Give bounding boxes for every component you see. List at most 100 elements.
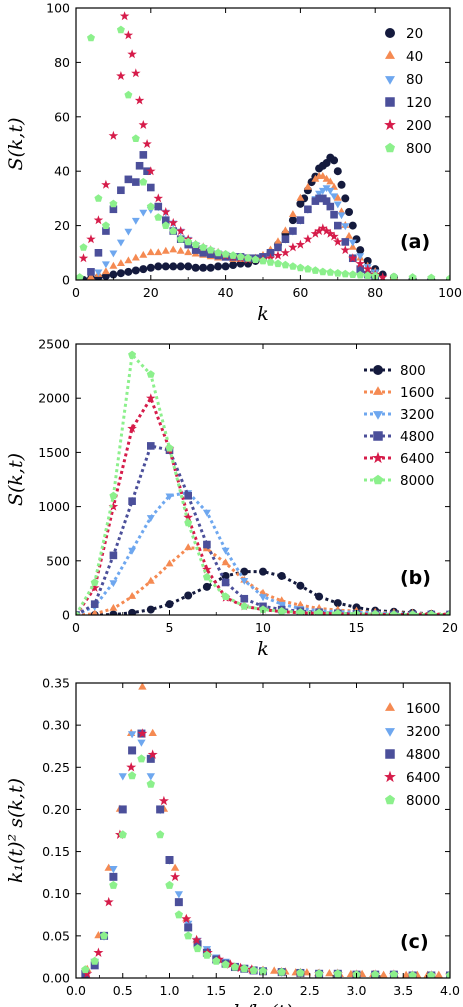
data-point bbox=[131, 68, 141, 78]
y-tick-label: 60 bbox=[54, 109, 70, 124]
data-point bbox=[109, 872, 118, 881]
legend-label: 1600 bbox=[406, 701, 440, 717]
data-point bbox=[169, 226, 178, 235]
data-point bbox=[128, 746, 137, 755]
data-point bbox=[146, 393, 156, 403]
data-point bbox=[165, 443, 174, 452]
data-point bbox=[363, 264, 373, 274]
data-point bbox=[143, 167, 151, 175]
data-point bbox=[102, 227, 110, 235]
data-point bbox=[333, 167, 342, 176]
y-tick-label: 0.25 bbox=[42, 760, 70, 775]
data-point bbox=[229, 261, 238, 270]
data-point bbox=[288, 242, 298, 252]
data-point bbox=[128, 608, 137, 615]
data-point bbox=[202, 509, 211, 517]
data-point bbox=[266, 258, 275, 266]
data-point bbox=[76, 273, 84, 280]
data-point bbox=[341, 223, 350, 231]
data-point bbox=[240, 567, 249, 576]
data-point bbox=[363, 271, 372, 279]
legend-label: 40 bbox=[406, 49, 423, 65]
data-point bbox=[356, 253, 365, 261]
legend-label: 800 bbox=[400, 363, 426, 379]
data-point bbox=[315, 592, 324, 601]
data-point bbox=[296, 600, 305, 608]
data-point bbox=[118, 830, 127, 839]
data-point bbox=[109, 205, 118, 214]
data-point bbox=[325, 228, 336, 238]
data-point bbox=[165, 856, 174, 864]
legend-marker bbox=[385, 728, 395, 737]
data-point bbox=[277, 601, 286, 609]
data-point bbox=[325, 969, 334, 977]
series-line-8000 bbox=[76, 351, 450, 615]
data-point bbox=[273, 250, 283, 260]
data-point bbox=[311, 266, 320, 274]
y-tick-label: 1000 bbox=[38, 499, 70, 514]
legend-item: 1600 bbox=[385, 701, 440, 717]
legend: 1600 3200 4800 6400 8000 bbox=[384, 701, 440, 809]
data-point bbox=[146, 166, 156, 176]
data-point bbox=[124, 267, 133, 276]
data-point bbox=[109, 250, 118, 258]
data-point bbox=[109, 880, 118, 889]
data-point bbox=[109, 866, 118, 874]
data-point bbox=[109, 580, 118, 588]
data-point bbox=[127, 423, 137, 433]
data-point bbox=[124, 256, 133, 264]
legend-item: 20 bbox=[385, 26, 423, 42]
data-point bbox=[101, 179, 111, 189]
x-tick-label: 40 bbox=[218, 285, 234, 300]
data-point bbox=[124, 90, 133, 99]
x-tick-label: 0 bbox=[72, 285, 80, 300]
data-point bbox=[82, 968, 93, 978]
data-point bbox=[274, 237, 282, 245]
data-point bbox=[137, 739, 146, 747]
data-point bbox=[191, 934, 202, 945]
legend-marker bbox=[385, 50, 395, 59]
x-tick-label: 10 bbox=[255, 620, 271, 635]
data-point bbox=[101, 261, 110, 269]
x-tick-label: 0.0 bbox=[66, 983, 86, 998]
data-point bbox=[118, 773, 127, 781]
data-point bbox=[193, 944, 202, 953]
data-point bbox=[170, 863, 180, 871]
chart-panel-1: 0 20 40 60 80 100 0 20 40 60 80 100 k S(k,t) (a) 20 40 80… bbox=[5, 1, 462, 326]
data-point bbox=[277, 967, 286, 976]
data-point bbox=[156, 830, 165, 839]
data-point bbox=[303, 264, 312, 273]
data-point bbox=[123, 30, 134, 40]
data-point bbox=[174, 898, 183, 907]
legend-item: 80 bbox=[385, 72, 423, 88]
data-point bbox=[116, 71, 126, 80]
data-point bbox=[176, 262, 185, 271]
data-point bbox=[296, 263, 305, 272]
data-point bbox=[240, 594, 249, 603]
data-point bbox=[258, 966, 268, 975]
data-point bbox=[281, 235, 290, 243]
plot-area bbox=[81, 682, 450, 978]
data-point bbox=[101, 221, 110, 229]
data-point bbox=[116, 239, 125, 247]
data-point bbox=[176, 246, 185, 254]
data-point bbox=[169, 262, 178, 271]
x-tick-label: 1.5 bbox=[206, 983, 226, 998]
data-point bbox=[126, 762, 137, 772]
x-tick-label: 3.0 bbox=[347, 983, 367, 998]
y-tick-label: 0.00 bbox=[42, 971, 70, 986]
data-point bbox=[191, 263, 200, 272]
data-point bbox=[202, 950, 212, 959]
data-point bbox=[76, 610, 80, 615]
data-point bbox=[348, 221, 357, 230]
data-point bbox=[184, 237, 193, 246]
legend-marker bbox=[373, 386, 383, 395]
data-point bbox=[326, 187, 335, 195]
data-point bbox=[345, 231, 353, 239]
data-point bbox=[310, 228, 321, 238]
data-point bbox=[427, 971, 436, 978]
data-point bbox=[109, 270, 118, 279]
y-tick-label: 0.35 bbox=[42, 676, 70, 691]
data-point bbox=[116, 269, 125, 278]
data-point bbox=[90, 956, 99, 965]
